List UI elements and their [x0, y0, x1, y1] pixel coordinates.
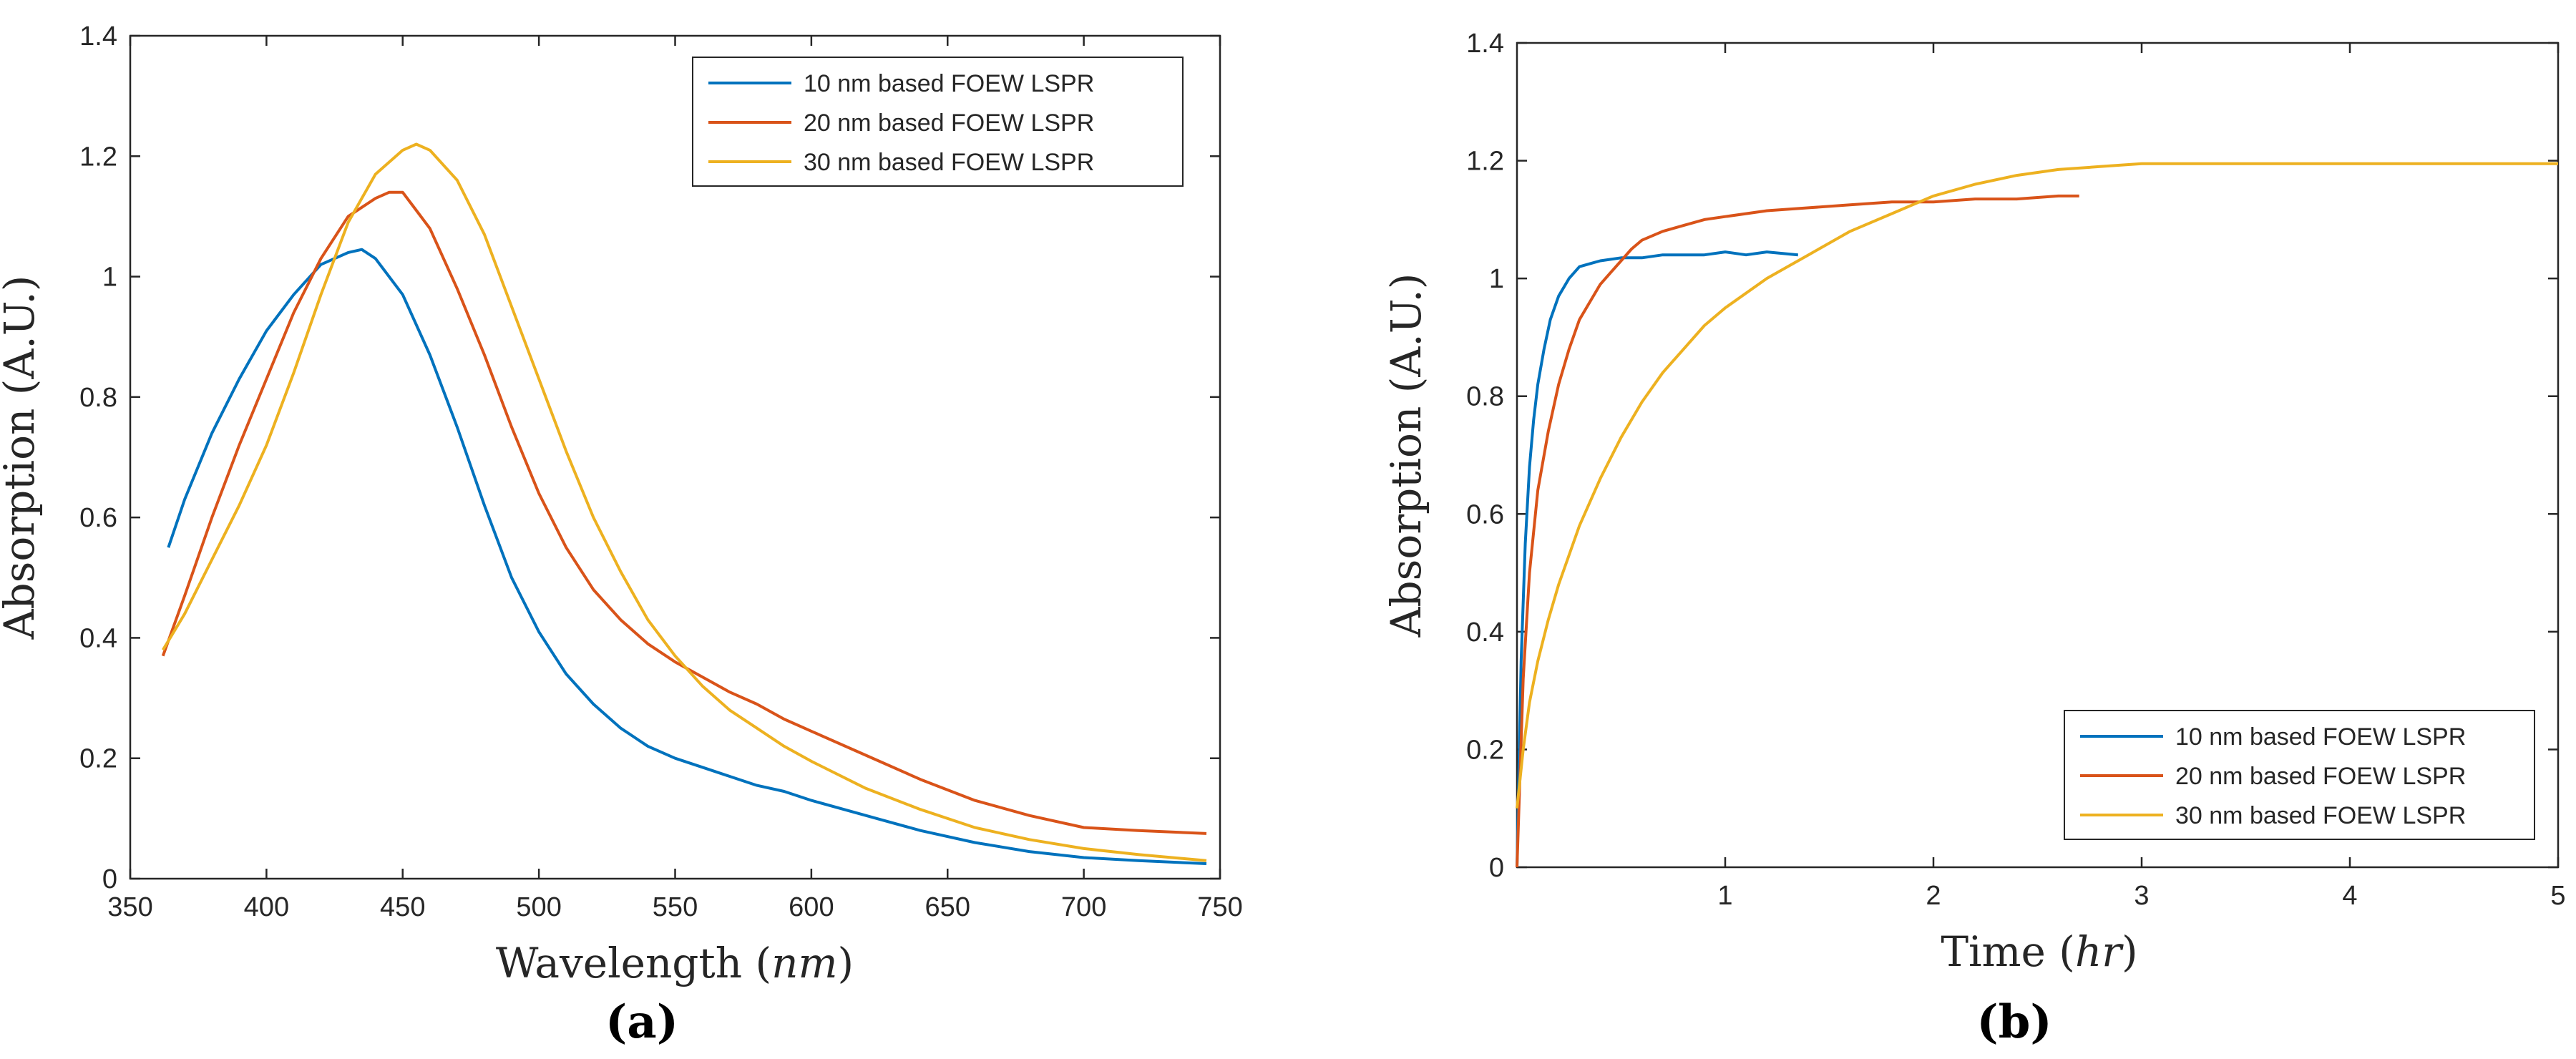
x-tick-label: 2 — [1926, 881, 1941, 911]
y-axis-label: Absorption (A.U.) — [1382, 273, 1430, 638]
y-tick-label: 0 — [1489, 853, 1504, 883]
y-axis-label: Absorption (A.U.) — [0, 275, 44, 640]
x-tick-label: 1 — [1717, 881, 1732, 911]
x-axis-label: Time (hr) — [1941, 927, 2137, 976]
y-tick-label: 1.2 — [1466, 147, 1504, 177]
x-tick-label: 750 — [1197, 892, 1242, 922]
x-tick-label: 650 — [925, 892, 970, 922]
x-tick-label: 400 — [244, 892, 289, 922]
legend-entry-3: 30 nm based FOEW LSPR — [2175, 802, 2466, 829]
legend: 10 nm based FOEW LSPR 20 nm based FOEW LS… — [692, 57, 1184, 187]
legend-entry-2: 20 nm based FOEW LSPR — [2175, 763, 2466, 790]
x-tick-label: 450 — [380, 892, 425, 922]
x-tick-label: 5 — [2550, 881, 2565, 911]
y-tick-label: 1 — [102, 263, 117, 293]
x-tick-label: 600 — [789, 892, 834, 922]
x-tick-label: 550 — [653, 892, 698, 922]
y-tick-label: 0 — [102, 864, 117, 894]
legend-entry-1: 10 nm based FOEW LSPR — [804, 70, 1094, 97]
y-tick-label: 0.6 — [79, 503, 117, 533]
legend-entry-2: 20 nm based FOEW LSPR — [804, 109, 1094, 137]
x-axis-label: Wavelength (nm) — [496, 939, 854, 987]
x-tick-label: 500 — [516, 892, 561, 922]
series-line-1 — [1516, 250, 1798, 868]
y-tick-label: 1.2 — [79, 142, 117, 172]
y-tick-label: 0.8 — [1466, 382, 1504, 412]
series-line-3 — [161, 142, 1207, 862]
y-tick-label: 0.6 — [1466, 499, 1504, 530]
y-tick-label: 0.2 — [79, 744, 117, 774]
legend-entry-1: 10 nm based FOEW LSPR — [2175, 723, 2466, 751]
chart-panel-a: 350 400 450 500 550 600 650 700 750 0 0.2 0.4 0.6 0.8… — [0, 21, 1243, 1049]
x-tick-label: 3 — [2134, 881, 2149, 911]
y-tick-label: 1.4 — [79, 21, 117, 52]
x-tick-label: 350 — [107, 892, 152, 922]
y-tick-label: 1 — [1489, 264, 1504, 294]
panel-label: (a) — [605, 995, 678, 1049]
series-line-3 — [1516, 162, 2558, 809]
panel-label: (b) — [1976, 995, 2051, 1049]
series-line-1 — [167, 248, 1207, 865]
series-line-2 — [161, 190, 1207, 835]
x-tick-label: 4 — [2342, 881, 2357, 911]
y-tick-label: 0.4 — [1466, 618, 1504, 648]
chart-panel-b: 1 2 3 4 5 0 0.2 0.4 0.6 0.8 1 1.2 1.4 Absorption (A.U… — [1382, 29, 2566, 1049]
y-tick-label: 0.2 — [1466, 735, 1504, 765]
legend-entry-3: 30 nm based FOEW LSPR — [804, 149, 1094, 176]
y-tick-label: 0.4 — [79, 623, 117, 653]
x-tick-label: 700 — [1061, 892, 1106, 922]
y-tick-label: 0.8 — [79, 383, 117, 413]
y-tick-label: 1.4 — [1466, 29, 1504, 59]
legend: 10 nm based FOEW LSPR 20 nm based FOEW LS… — [2064, 710, 2535, 840]
